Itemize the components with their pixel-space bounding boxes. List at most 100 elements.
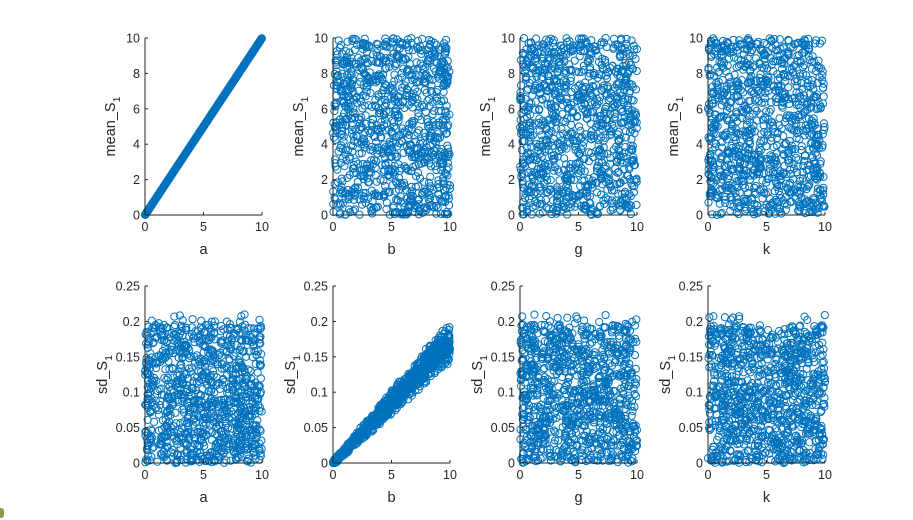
- data-point: [402, 84, 411, 94]
- data-point: [357, 113, 366, 122]
- data-point: [412, 58, 421, 67]
- data-point: [331, 99, 341, 108]
- data-point: [424, 178, 434, 187]
- data-point: [355, 94, 365, 103]
- data-point: [423, 96, 432, 105]
- data-point: [428, 75, 437, 84]
- data-point: [388, 39, 397, 48]
- y-axis-label-text: mean_S: [666, 102, 682, 156]
- data-point: [602, 173, 611, 182]
- data-point: [360, 192, 369, 201]
- y-axis-label-text: mean_S: [478, 102, 494, 156]
- data-point: [625, 58, 634, 67]
- data-point: [371, 203, 381, 212]
- data-point: [398, 39, 407, 48]
- y-tick-label: 8: [696, 67, 703, 81]
- data-point: [627, 36, 636, 45]
- data-point: [348, 147, 357, 156]
- data-point: [373, 191, 382, 201]
- data-point: [361, 92, 370, 101]
- data-point: [350, 95, 359, 104]
- data-point: [414, 126, 424, 135]
- data-point: [616, 74, 625, 83]
- data-point: [615, 50, 625, 59]
- data-point: [429, 185, 438, 194]
- data-point: [390, 166, 400, 175]
- data-point: [583, 183, 593, 192]
- data-point: [378, 41, 388, 50]
- data-point: [389, 34, 398, 43]
- data-point: [329, 133, 338, 142]
- data-point: [426, 132, 436, 141]
- data-point: [345, 170, 355, 180]
- data-point: [442, 165, 451, 174]
- data-point: [393, 43, 402, 52]
- data-point: [518, 155, 528, 164]
- data-point: [527, 210, 536, 219]
- y-tick-label: 4: [133, 138, 140, 152]
- data-point: [534, 106, 544, 115]
- data-point: [410, 131, 419, 140]
- data-point: [371, 143, 380, 152]
- data-point: [424, 55, 433, 64]
- data-point: [629, 96, 638, 105]
- data-point: [219, 92, 228, 101]
- data-point: [538, 142, 547, 151]
- data-point: [337, 174, 346, 183]
- data-point: [379, 190, 388, 199]
- data-point: [338, 154, 347, 163]
- data-point: [439, 158, 448, 168]
- data-point: [428, 98, 437, 107]
- data-point: [557, 95, 566, 105]
- data-point: [630, 182, 639, 191]
- data-point: [195, 128, 204, 138]
- data-point: [373, 126, 382, 135]
- data-point: [157, 185, 167, 194]
- data-point: [623, 95, 633, 104]
- data-point: [619, 164, 629, 174]
- data-point: [363, 174, 372, 183]
- data-point: [361, 111, 370, 120]
- data-point: [418, 34, 427, 44]
- data-point: [352, 62, 362, 71]
- data-point: [352, 132, 361, 141]
- y-tick-label: 2: [133, 173, 140, 187]
- data-point: [425, 56, 434, 65]
- data-point: [406, 194, 416, 204]
- data-point: [393, 52, 402, 61]
- data-point: [338, 199, 348, 208]
- data-point: [424, 194, 433, 204]
- data-point: [187, 141, 196, 150]
- data-point: [349, 185, 358, 194]
- x-axis-label: a: [199, 242, 208, 258]
- data-point: [337, 127, 346, 136]
- data-point: [524, 168, 533, 177]
- data-point: [229, 77, 238, 86]
- data-point: [420, 158, 429, 167]
- data-point: [622, 34, 631, 44]
- data-point: [423, 118, 432, 127]
- data-point: [380, 79, 389, 89]
- data-point: [518, 180, 527, 189]
- data-point: [601, 58, 610, 67]
- data-point: [555, 176, 564, 185]
- y-tick-label: 0: [696, 209, 703, 223]
- data-point: [377, 118, 386, 127]
- data-point: [390, 97, 399, 106]
- data-point: [589, 173, 599, 182]
- data-point: [528, 91, 537, 100]
- y-tick-label: 2: [321, 173, 328, 187]
- data-point: [430, 49, 439, 58]
- data-point: [336, 82, 345, 91]
- data-point: [397, 136, 406, 145]
- data-point: [224, 85, 233, 94]
- data-point: [401, 55, 411, 64]
- x-tick-label: 0: [705, 220, 712, 234]
- y-tick-label: 0: [133, 209, 140, 223]
- data-point: [380, 166, 389, 175]
- data-point: [560, 83, 569, 92]
- data-point: [373, 149, 382, 158]
- data-point: [407, 98, 416, 107]
- data-point: [337, 188, 346, 197]
- data-point: [575, 52, 584, 61]
